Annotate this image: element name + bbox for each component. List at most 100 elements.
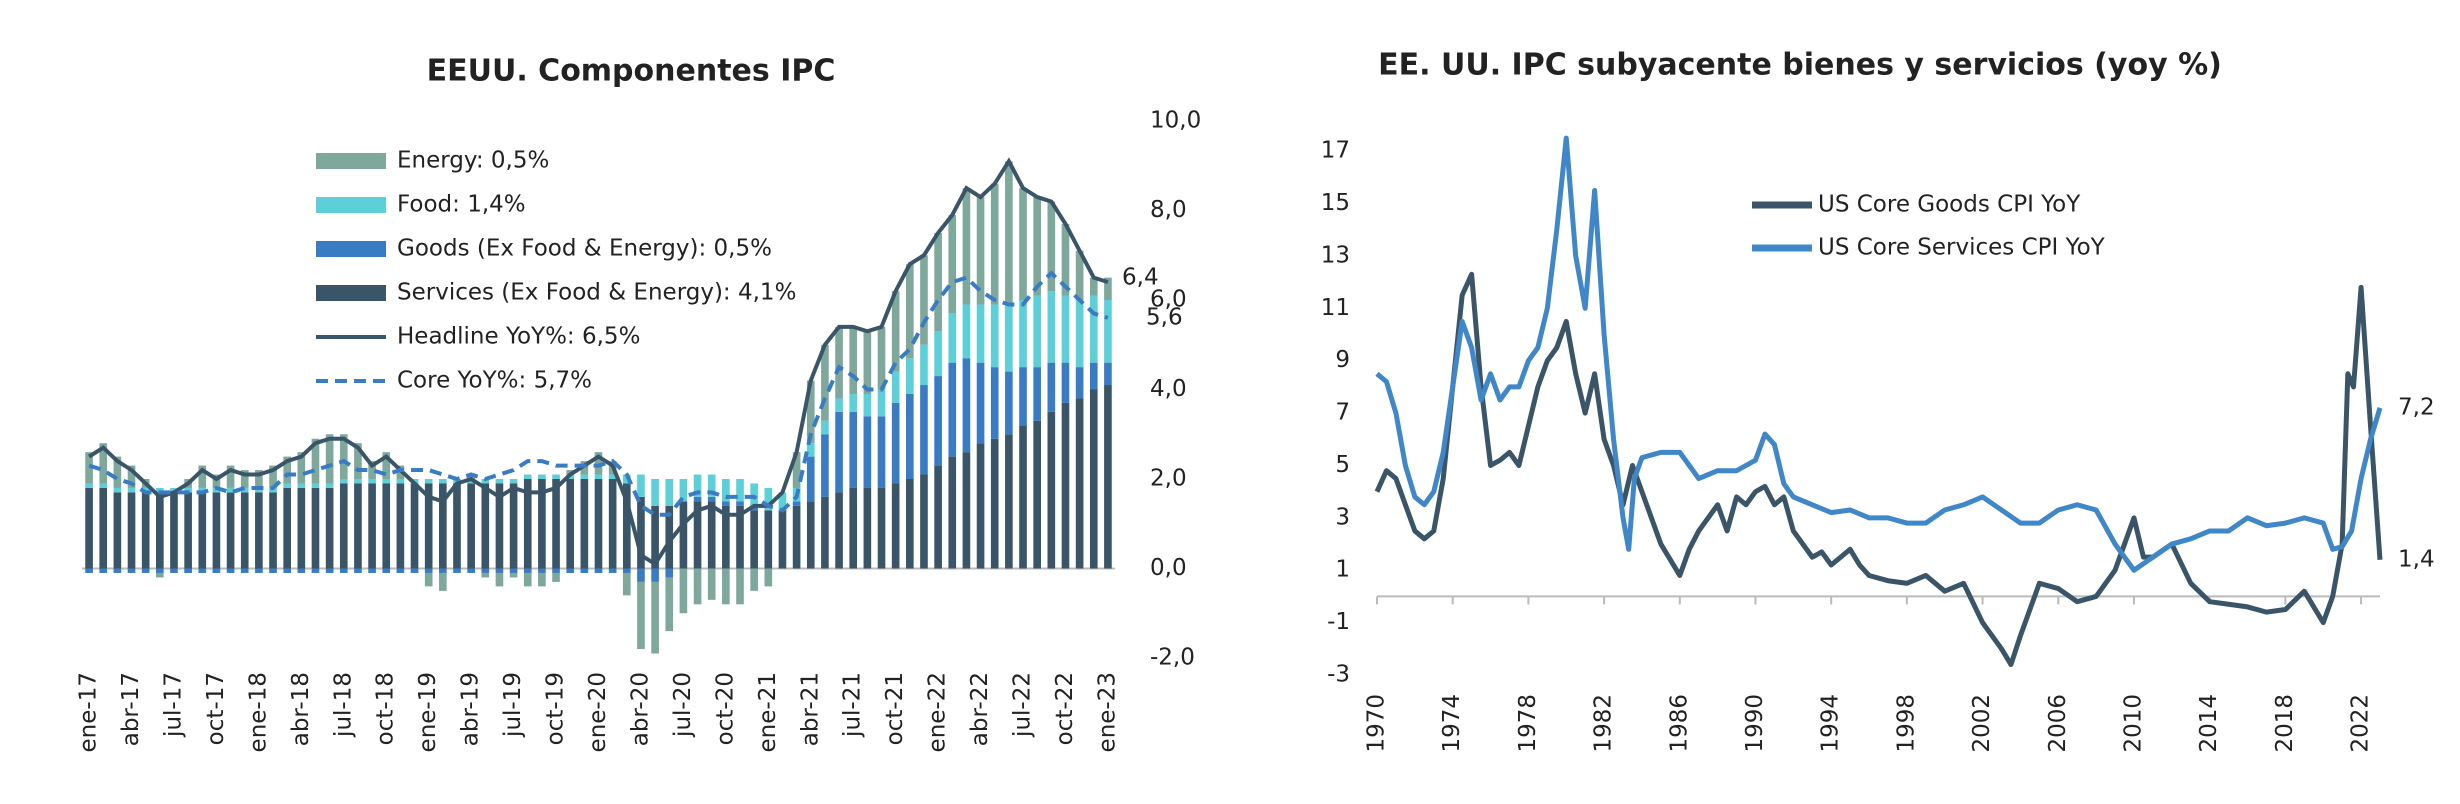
bar-segment (99, 487, 108, 569)
bar-segment (863, 331, 872, 394)
y-tick-label: 2,0 (1150, 466, 1187, 492)
bar-segment (608, 568, 617, 573)
x-tick-label: abr-17 (118, 672, 144, 746)
bar-segment (467, 568, 475, 573)
bar-segment (156, 492, 164, 569)
bar-segment (736, 505, 744, 569)
bar-segment (170, 568, 178, 573)
bar-segment (283, 456, 292, 484)
bar-segment (905, 358, 914, 394)
bar-segment (1089, 277, 1098, 296)
bar-segment (1005, 304, 1013, 372)
legend-swatch (316, 285, 386, 301)
bar-segment (707, 501, 716, 569)
bar-segment (311, 438, 320, 484)
bar-segment (325, 483, 334, 488)
bar-segment (962, 358, 971, 453)
bar-segment (1089, 295, 1098, 363)
bar-segment (679, 568, 688, 614)
bar-segment (849, 411, 858, 488)
bar-segment (891, 291, 900, 372)
bar-segment (439, 568, 447, 573)
bar-segment (679, 479, 688, 502)
x-tick-label: jul-17 (160, 672, 186, 738)
bar-segment (920, 474, 928, 569)
x-tick-label: ene-22 (925, 672, 951, 752)
bar-segment (439, 479, 447, 484)
bar-segment (934, 376, 942, 466)
bar-segment (806, 380, 815, 444)
x-tick-label: abr-19 (458, 672, 484, 746)
bar-segment (439, 572, 447, 591)
bar-segment (835, 411, 843, 493)
bar-segment (297, 568, 306, 573)
bar-segment (1047, 362, 1056, 412)
bar-segment (637, 474, 645, 497)
x-tick-label: jul-19 (500, 672, 526, 738)
y-tick-label: 17 (1321, 138, 1350, 164)
bar-segment (891, 402, 900, 484)
line (88, 270, 1109, 517)
y-tick-label: -2,0 (1150, 645, 1195, 671)
bar-segment (722, 501, 730, 506)
bar-segment (523, 479, 532, 569)
x-tick-label: oct-17 (203, 672, 229, 745)
x-tick-label: 2018 (2272, 694, 2298, 753)
bar-segment (792, 501, 801, 506)
bar-segment (184, 487, 192, 493)
bar-segment (707, 568, 716, 600)
bar-segment (1104, 362, 1112, 386)
legend-label: Energy: 0,5% (397, 148, 549, 174)
bar-segment (354, 483, 362, 569)
bar-segment (594, 568, 603, 573)
bar-segment (226, 487, 235, 493)
legend-label: Goods (Ex Food & Energy): 0,5% (397, 236, 772, 262)
bar-segment (184, 568, 192, 573)
bar-segment (665, 568, 674, 578)
bar-segment (226, 568, 235, 573)
bar-segment (608, 474, 617, 479)
y-tick-label: 10,0 (1150, 108, 1201, 134)
bar-segment (736, 479, 744, 502)
bar-segment (1047, 291, 1056, 363)
bar-segment (948, 362, 957, 457)
y-tick-label: 4,0 (1150, 376, 1187, 402)
bar-segment (990, 183, 999, 305)
legend-label: US Core Services CPI YoY (1818, 235, 2106, 261)
bar-segment (693, 474, 702, 497)
bar-segment (651, 479, 659, 506)
bar-segment (495, 568, 504, 573)
bar-segment (1033, 420, 1041, 569)
bar-segment (212, 492, 221, 569)
bar-segment (934, 465, 942, 569)
bar-segment (156, 487, 164, 493)
bar-segment (849, 487, 858, 569)
bar-segment (821, 496, 829, 569)
bar-segment (580, 479, 589, 569)
bar-segment (240, 487, 249, 493)
bar-segment (156, 568, 164, 573)
bar-segment (297, 483, 306, 488)
bar-segment (85, 452, 93, 484)
legend-swatch (316, 153, 386, 169)
bar-segment (566, 568, 575, 573)
x-tick-label: ene-21 (755, 672, 781, 752)
y-tick-label: -1 (1327, 609, 1350, 635)
x-tick-label: 2014 (2196, 694, 2222, 753)
bar-segment (990, 367, 999, 439)
bar-segment (905, 393, 914, 479)
bar-segment (255, 487, 263, 493)
annotation: 5,6 (1146, 304, 1183, 330)
bar-segment (127, 487, 136, 493)
bar-segment (99, 568, 108, 573)
bar-segment (920, 385, 928, 475)
bar-segment (467, 483, 475, 569)
bar-segment (665, 577, 674, 632)
bar-segment (962, 452, 971, 569)
bar-segment (552, 568, 560, 573)
bar-segment (580, 568, 589, 573)
bar-segment (651, 568, 659, 582)
bar-segment (255, 492, 263, 569)
bar-segment (920, 255, 928, 345)
